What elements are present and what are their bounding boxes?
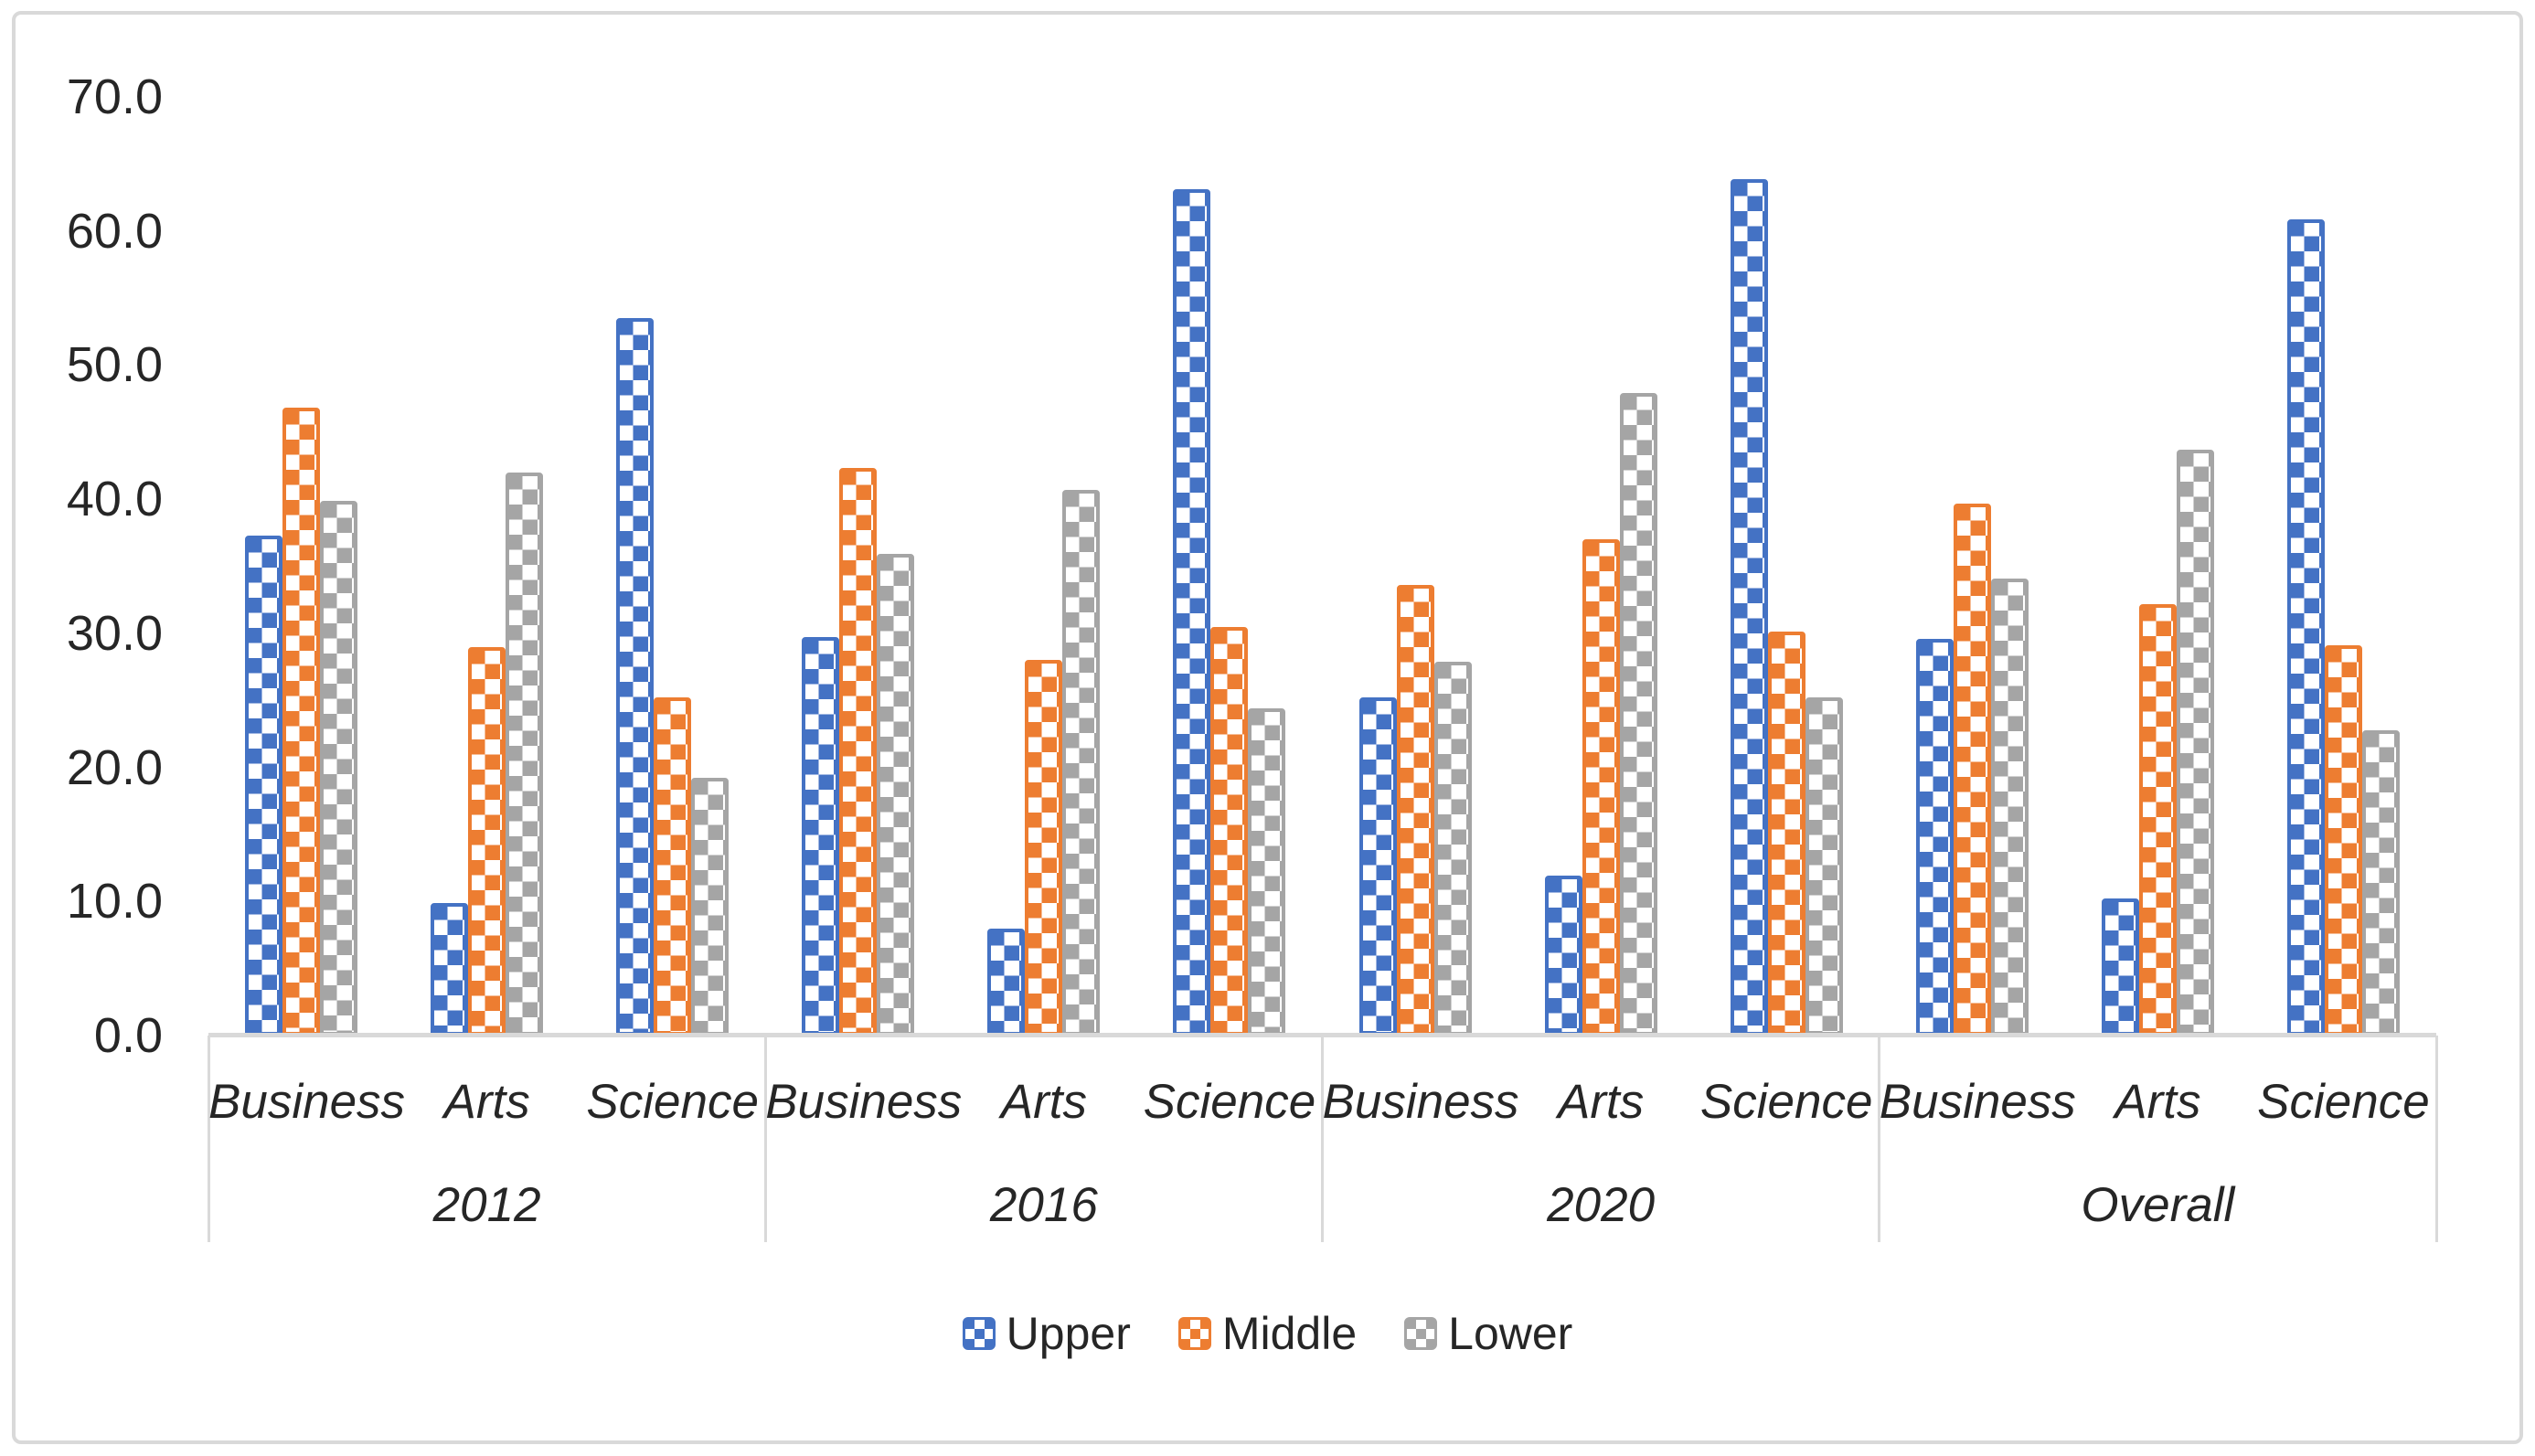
bar-lower-overall-business xyxy=(1990,578,2029,1036)
bar-middle-overall-science xyxy=(2324,645,2362,1036)
y-axis-label-60.0: 60.0 xyxy=(66,203,163,259)
legend-marker-lower-icon xyxy=(1404,1317,1438,1350)
y-axis-label-0.0: 0.0 xyxy=(93,1008,163,1063)
bar-middle-2012-arts xyxy=(468,646,506,1036)
group-separator-line xyxy=(1321,1036,1324,1242)
y-axis-label-50.0: 50.0 xyxy=(66,337,163,393)
bar-middle-2016-science xyxy=(1210,626,1249,1036)
group-label-2012: 2012 xyxy=(432,1178,541,1232)
legend-marker-middle-icon xyxy=(1177,1317,1211,1350)
y-axis-label-10.0: 10.0 xyxy=(66,874,163,930)
bar-upper-overall-business xyxy=(1915,638,1954,1036)
bar-lower-2012-arts xyxy=(506,472,544,1036)
bar-middle-overall-arts xyxy=(2138,603,2177,1036)
bar-upper-2020-business xyxy=(1358,697,1397,1036)
bar-lower-2020-arts xyxy=(1619,393,1657,1036)
bar-middle-2012-business xyxy=(282,408,321,1036)
category-label-2016-arts: Arts xyxy=(1000,1075,1087,1129)
bar-upper-overall-science xyxy=(2286,218,2325,1036)
bar-upper-2016-science xyxy=(1173,189,1211,1036)
group-separator-line xyxy=(1878,1036,1881,1242)
category-label-overall-arts: Arts xyxy=(2114,1075,2201,1129)
category-label-overall-business: Business xyxy=(1879,1075,2076,1129)
x-axis-line xyxy=(208,1033,2436,1037)
category-label-2012-science: Science xyxy=(586,1075,759,1129)
category-label-2012-arts: Arts xyxy=(443,1075,530,1129)
legend-item-lower: Lower xyxy=(1404,1309,1572,1358)
bar-middle-2020-arts xyxy=(1582,539,1620,1036)
bar-upper-2020-arts xyxy=(1544,876,1582,1036)
legend-label-upper: Upper xyxy=(1006,1308,1131,1359)
bar-upper-2012-business xyxy=(245,535,283,1036)
group-label-overall: Overall xyxy=(2081,1178,2235,1232)
bar-upper-2020-science xyxy=(1730,178,1768,1036)
bar-upper-2012-science xyxy=(616,318,655,1036)
bar-middle-2020-science xyxy=(1767,632,1805,1036)
bar-lower-overall-science xyxy=(2361,729,2400,1036)
y-axis-label-30.0: 30.0 xyxy=(66,605,163,661)
chart-legend: Upper Middle Lower xyxy=(0,1309,2535,1358)
legend-label-lower: Lower xyxy=(1448,1308,1573,1359)
legend-item-middle: Middle xyxy=(1177,1308,1358,1359)
bar-lower-2020-science xyxy=(1805,697,1843,1036)
group-separator-line xyxy=(207,1036,210,1242)
category-label-2020-science: Science xyxy=(1699,1075,1873,1129)
bar-lower-2016-science xyxy=(1248,708,1286,1036)
bar-lower-2016-business xyxy=(877,554,915,1036)
bar-lower-2020-business xyxy=(1433,661,1472,1036)
group-separator-line xyxy=(763,1036,767,1242)
bar-upper-2012-arts xyxy=(431,902,469,1036)
bar-middle-2012-science xyxy=(654,697,692,1036)
legend-item-upper: Upper xyxy=(962,1308,1131,1359)
category-label-2020-arts: Arts xyxy=(1558,1075,1645,1129)
y-axis-label-40.0: 40.0 xyxy=(66,472,163,527)
bar-middle-2020-business xyxy=(1396,585,1434,1036)
category-label-overall-science: Science xyxy=(2257,1075,2430,1129)
bar-lower-overall-arts xyxy=(2176,449,2214,1036)
category-label-2020-business: Business xyxy=(1322,1075,1519,1129)
y-axis-label-20.0: 20.0 xyxy=(66,739,163,795)
category-label-2016-business: Business xyxy=(765,1075,963,1129)
bar-upper-2016-arts xyxy=(987,928,1026,1036)
group-separator-line xyxy=(2434,1036,2438,1242)
bar-middle-overall-business xyxy=(1953,503,1991,1036)
legend-marker-upper-icon xyxy=(962,1317,996,1350)
bar-upper-overall-arts xyxy=(2101,898,2139,1036)
bar-middle-2016-arts xyxy=(1025,660,1063,1036)
bar-lower-2012-business xyxy=(320,500,358,1036)
group-label-2020: 2020 xyxy=(1547,1178,1656,1232)
bar-lower-2012-science xyxy=(691,778,730,1036)
bar-lower-2016-arts xyxy=(1062,489,1101,1036)
group-label-2016: 2016 xyxy=(989,1178,1098,1232)
category-label-2016-science: Science xyxy=(1143,1075,1316,1129)
y-axis-label-70.0: 70.0 xyxy=(66,69,163,125)
bar-upper-2016-business xyxy=(802,637,840,1036)
category-label-2012-business: Business xyxy=(208,1075,406,1129)
bar-middle-2016-business xyxy=(839,468,878,1036)
legend-label-middle: Middle xyxy=(1221,1308,1358,1359)
